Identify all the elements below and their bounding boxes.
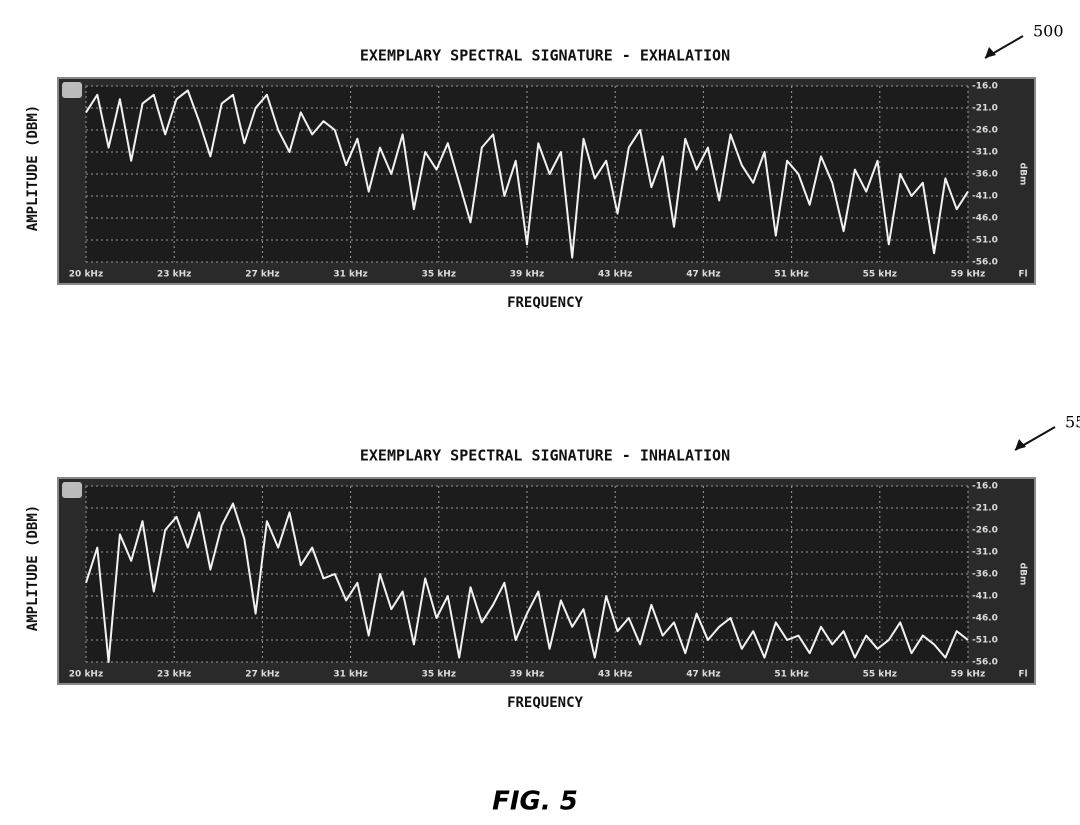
x-tick-label: 43 kHz (598, 670, 632, 680)
x-axis-label: FREQUENCY (507, 695, 583, 711)
y-tick-label: -56.0 (972, 258, 998, 268)
x-tick-label: 23 kHz (157, 670, 191, 680)
x-tick-label: 43 kHz (598, 270, 632, 280)
x-tick-label: 31 kHz (333, 670, 367, 680)
figure-label: FIG. 5 (492, 787, 578, 817)
x-tick-label: 55 kHz (863, 670, 897, 680)
chart-title: EXEMPLARY SPECTRAL SIGNATURE - EXHALATIO… (360, 47, 730, 65)
chart-title: EXEMPLARY SPECTRAL SIGNATURE - INHALATIO… (360, 447, 730, 465)
y-tick-label: -46.0 (972, 214, 998, 224)
y-tick-label: -21.0 (972, 504, 998, 514)
corner-label: Fl (1018, 670, 1027, 680)
y-tick-label: -41.0 (972, 192, 998, 202)
x-tick-label: 47 kHz (686, 670, 720, 680)
x-tick-label: 55 kHz (863, 270, 897, 280)
x-tick-label: 27 kHz (245, 670, 279, 680)
arrow-head (985, 47, 996, 58)
unit-label: dBm (1018, 563, 1028, 586)
x-tick-label: 23 kHz (157, 270, 191, 280)
y-tick-label: -46.0 (972, 614, 998, 624)
y-tick-label: -31.0 (972, 548, 998, 558)
arrow-head (1015, 439, 1026, 450)
y-axis-label: AMPLITUDE (DBM) (25, 505, 41, 631)
x-tick-label: 51 kHz (774, 270, 808, 280)
y-tick-label: -16.0 (972, 82, 998, 92)
y-axis-label: AMPLITUDE (DBM) (25, 105, 41, 231)
reference-number: 550 (1065, 413, 1080, 432)
spectrum-line (85, 89, 969, 259)
x-tick-label: 39 kHz (510, 670, 544, 680)
corner-icon (62, 82, 82, 98)
spectrum-line (85, 502, 969, 663)
y-tick-label: -21.0 (972, 104, 998, 114)
unit-label: dBm (1018, 163, 1028, 186)
y-tick-label: -36.0 (972, 570, 998, 580)
reference-number: 500 (1033, 22, 1064, 41)
x-tick-label: 59 kHz (951, 670, 985, 680)
x-tick-label: 20 kHz (69, 670, 103, 680)
corner-label: Fl (1018, 270, 1027, 280)
x-tick-label: 35 kHz (422, 270, 456, 280)
y-tick-label: -36.0 (972, 170, 998, 180)
y-tick-label: -51.0 (972, 636, 998, 646)
x-tick-label: 20 kHz (69, 270, 103, 280)
x-tick-label: 31 kHz (333, 270, 367, 280)
y-tick-label: -51.0 (972, 236, 998, 246)
x-tick-label: 59 kHz (951, 270, 985, 280)
x-tick-label: 47 kHz (686, 270, 720, 280)
x-axis-label: FREQUENCY (507, 295, 583, 311)
corner-icon (62, 482, 82, 498)
x-tick-label: 35 kHz (422, 670, 456, 680)
x-tick-label: 39 kHz (510, 270, 544, 280)
y-tick-label: -26.0 (972, 526, 998, 536)
y-tick-label: -26.0 (972, 126, 998, 136)
y-tick-label: -41.0 (972, 592, 998, 602)
x-tick-label: 51 kHz (774, 670, 808, 680)
y-tick-label: -31.0 (972, 148, 998, 158)
y-tick-label: -56.0 (972, 658, 998, 668)
y-tick-label: -16.0 (972, 482, 998, 492)
x-tick-label: 27 kHz (245, 270, 279, 280)
